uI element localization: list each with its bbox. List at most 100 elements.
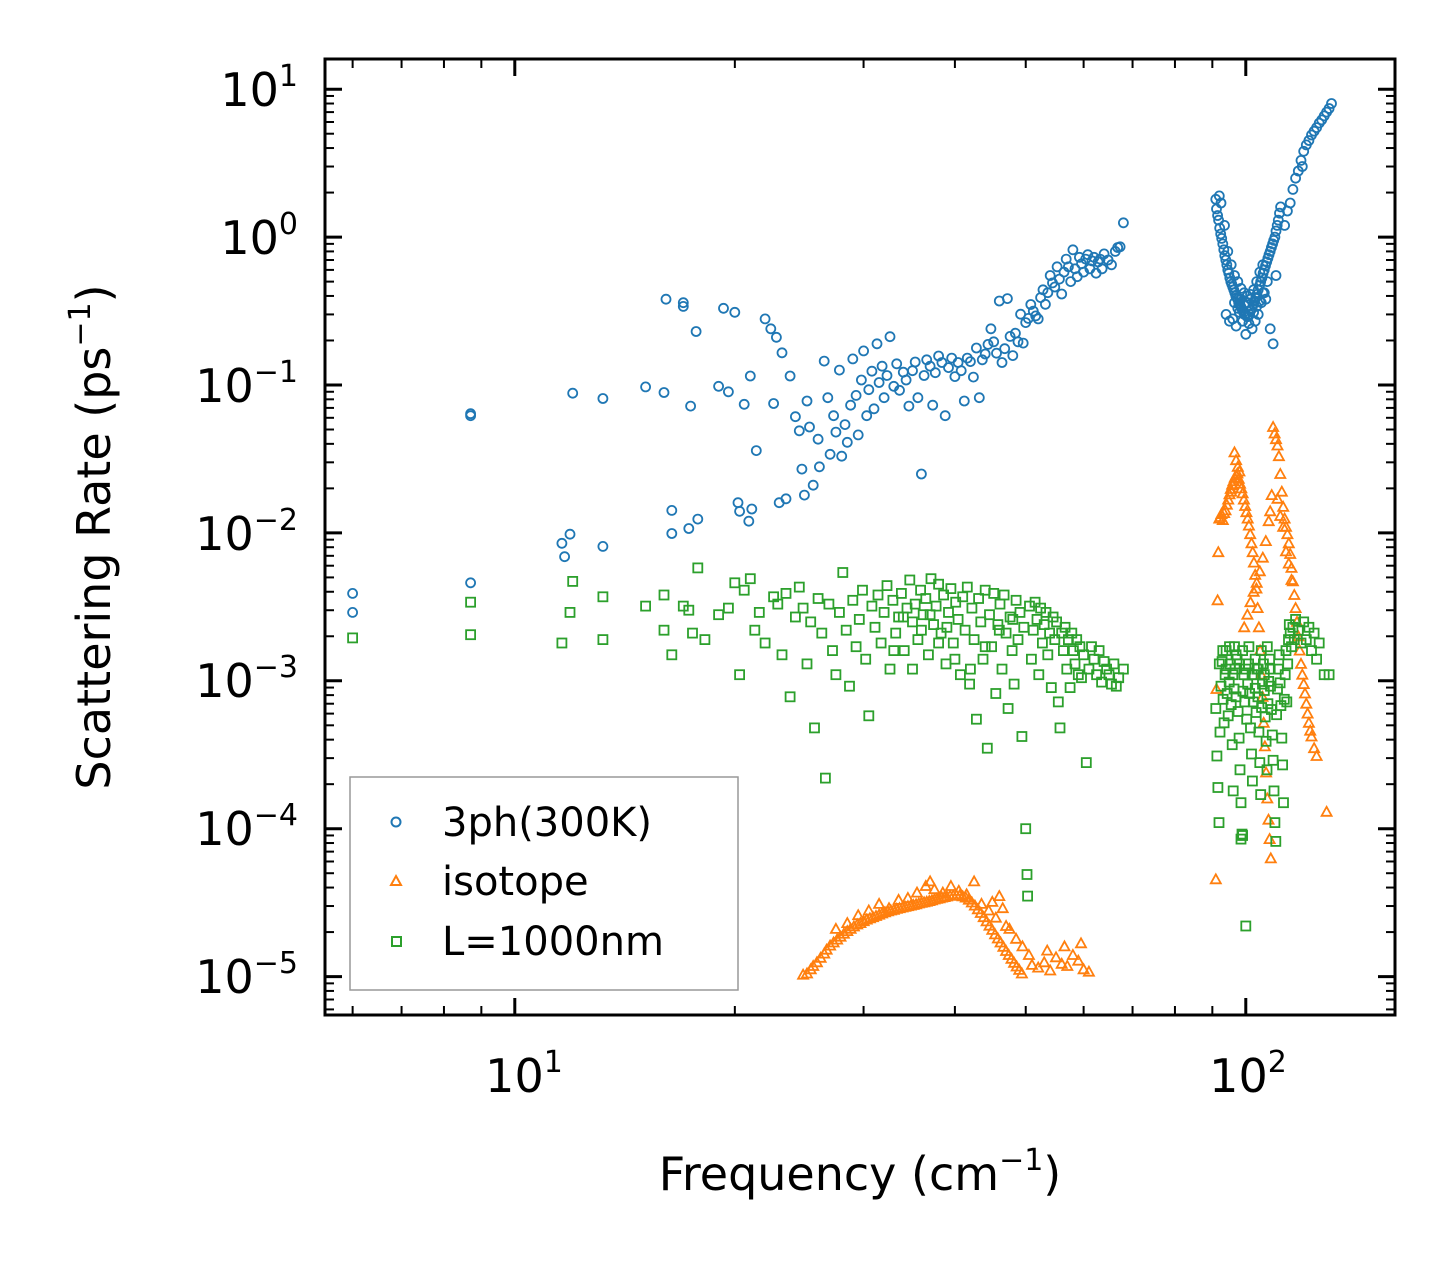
point-0-279 — [1326, 98, 1337, 109]
point-2-16 — [699, 634, 711, 645]
point-1-126 — [1218, 503, 1233, 516]
point-0-113 — [1002, 293, 1013, 305]
point-0-224 — [1219, 219, 1230, 231]
point-2-196 — [1227, 785, 1239, 797]
point-1-152 — [1252, 620, 1266, 633]
point-1-120 — [1211, 545, 1225, 558]
point-2-223 — [1253, 726, 1265, 738]
point-1-77 — [851, 908, 865, 921]
point-2-132 — [1045, 682, 1057, 693]
point-1-184 — [1287, 588, 1301, 600]
series-l-1000nm — [347, 562, 1335, 932]
point-0-79 — [900, 374, 912, 386]
point-2-115 — [1016, 731, 1028, 742]
point-2-66 — [904, 574, 916, 586]
point-0-10 — [597, 393, 609, 404]
point-0-236 — [1257, 259, 1269, 271]
point-1-215 — [1282, 556, 1296, 569]
point-1-119 — [1211, 593, 1225, 606]
point-2-53 — [866, 600, 878, 612]
point-0-76 — [891, 358, 903, 370]
point-0-19 — [685, 400, 696, 412]
point-0-98 — [958, 395, 970, 407]
point-2-11 — [666, 649, 678, 661]
point-2-52 — [863, 710, 875, 722]
point-2-81 — [943, 607, 954, 618]
point-1-107 — [1066, 948, 1080, 960]
point-2-169 — [933, 637, 944, 649]
point-2-130 — [1042, 649, 1054, 661]
point-2-270 — [1308, 627, 1320, 639]
point-0-129 — [1042, 287, 1054, 299]
point-2-109 — [1004, 611, 1016, 623]
point-2-118 — [1021, 869, 1033, 880]
point-0-36 — [771, 331, 782, 343]
point-2-21 — [738, 584, 750, 596]
point-0-161 — [1118, 217, 1129, 229]
point-0-70 — [873, 377, 885, 388]
point-1-106 — [1060, 959, 1074, 971]
point-2-79 — [938, 589, 949, 601]
point-1-109 — [1077, 962, 1091, 975]
point-0-5 — [556, 537, 568, 549]
x-tick-label-10: 101 — [485, 1045, 563, 1103]
point-1-212 — [1273, 509, 1287, 521]
legend-marker-l1000nm — [391, 936, 402, 947]
point-2-180 — [1211, 750, 1223, 762]
legend: 3ph(300K) isotope L=1000nm — [349, 776, 739, 991]
point-2-98 — [981, 742, 993, 754]
point-2-3 — [556, 637, 568, 649]
point-1-146 — [1244, 536, 1259, 549]
point-1-103 — [1043, 963, 1057, 976]
point-0-12 — [658, 387, 670, 398]
point-0-71 — [876, 360, 888, 372]
point-2-14 — [687, 627, 698, 639]
point-2-95 — [975, 616, 987, 628]
point-0-107 — [985, 323, 997, 335]
point-1-90 — [960, 887, 974, 900]
point-2-106 — [998, 589, 1010, 601]
legend-label-l1000nm: L=1000nm — [442, 919, 664, 965]
point-2-42 — [830, 669, 842, 681]
point-2-112 — [1010, 594, 1022, 606]
point-2-84 — [950, 596, 962, 608]
point-1-211 — [1270, 491, 1285, 504]
point-1-114 — [999, 919, 1013, 931]
point-2-5 — [567, 576, 579, 587]
point-0-62 — [852, 429, 864, 441]
point-2-272 — [1313, 637, 1325, 649]
point-1-92 — [974, 897, 989, 909]
point-2-137 — [1054, 722, 1066, 734]
point-1-199 — [1310, 749, 1324, 761]
point-2-291 — [1213, 658, 1225, 670]
point-0-128 — [1040, 298, 1051, 310]
point-2-73 — [923, 649, 934, 661]
point-2-13 — [683, 604, 695, 616]
point-1-216 — [1284, 573, 1299, 585]
y-tick-label-1e1: 101 — [220, 59, 298, 117]
point-0-117 — [1012, 336, 1024, 348]
point-0-46 — [804, 421, 815, 433]
point-0-33 — [759, 313, 771, 325]
point-2-204 — [1235, 797, 1247, 809]
point-2-35 — [805, 616, 817, 628]
point-2-45 — [840, 624, 852, 636]
point-2-38 — [816, 627, 828, 639]
point-0-56 — [836, 450, 848, 462]
point-2-100 — [986, 641, 997, 653]
point-2-178 — [941, 621, 953, 633]
point-2-230 — [1259, 711, 1271, 723]
point-0-24 — [723, 386, 734, 398]
point-1-108 — [1071, 953, 1085, 966]
point-1-112 — [1057, 939, 1072, 952]
point-2-86 — [955, 669, 966, 681]
point-1-87 — [936, 885, 950, 898]
point-2-170 — [949, 653, 961, 665]
point-0-40 — [784, 370, 796, 382]
point-0-272 — [1298, 145, 1310, 157]
point-2-125 — [1033, 669, 1045, 681]
point-2-4 — [564, 607, 576, 618]
plot-frame — [323, 57, 1397, 1017]
point-2-177 — [924, 609, 936, 621]
point-2-32 — [793, 581, 805, 593]
